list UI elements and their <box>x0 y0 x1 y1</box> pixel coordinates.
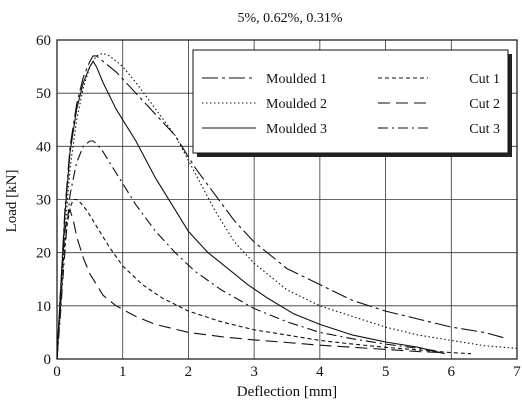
series-line-moulded-2 <box>56 52 518 360</box>
legend-label: Moulded 1 <box>266 72 327 87</box>
legend-label: Moulded 2 <box>266 97 327 112</box>
y-tick-label: 10 <box>36 299 51 315</box>
series-line-cut-2 <box>56 208 445 360</box>
y-tick-label: 40 <box>36 139 51 155</box>
chart-title: 5%, 0.62%, 0.31% <box>238 11 343 26</box>
legend-box <box>192 49 509 154</box>
legend-label: Cut 1 <box>469 72 500 87</box>
x-tick-label: 0 <box>53 364 61 380</box>
series-line-moulded-1 <box>56 55 505 360</box>
y-tick-label: 50 <box>36 86 51 102</box>
x-tick-label: 4 <box>316 364 324 380</box>
legend: Moulded 1 Moulded 2 Moulded 3 Cut 1 Cut 2 Cut… <box>192 49 512 157</box>
x-tick-label: 5 <box>382 364 390 380</box>
y-tick-label: 30 <box>36 193 51 209</box>
y-tick-label: 0 <box>44 352 52 368</box>
y-tick-label: 20 <box>36 246 51 262</box>
x-tick-label: 3 <box>250 364 258 380</box>
x-tick-label: 1 <box>119 364 127 380</box>
legend-label: Cut 3 <box>469 122 500 137</box>
y-axis-label: Load [kN] <box>4 170 20 233</box>
y-tick-label: 60 <box>36 33 51 49</box>
series-line-cut-1 <box>56 198 472 360</box>
plot-frame <box>56 39 518 360</box>
x-tick-label: 7 <box>513 364 521 380</box>
tick-layer: 0 1 2 3 4 5 6 7 0 10 20 30 40 50 60 <box>36 33 521 380</box>
legend-entries: Moulded 1 Moulded 2 Moulded 3 Cut 1 Cut 2 Cut… <box>202 72 500 137</box>
x-tick-label: 2 <box>185 364 193 380</box>
series-line-moulded-3 <box>56 60 445 360</box>
x-axis-label: Deflection [mm] <box>237 384 337 400</box>
x-tick-label: 6 <box>448 364 456 380</box>
series-layer <box>56 52 518 360</box>
legend-label: Cut 2 <box>469 97 500 112</box>
series-line-cut-3 <box>56 140 439 360</box>
legend-label: Moulded 3 <box>266 122 327 137</box>
